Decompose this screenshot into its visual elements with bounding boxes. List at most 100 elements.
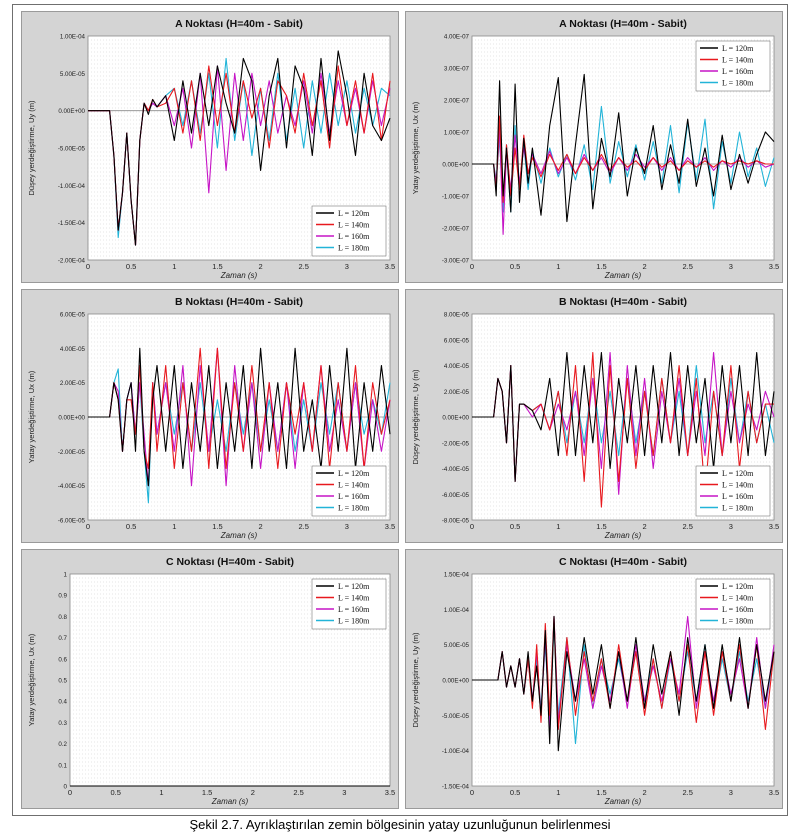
x-tick-label: 1 xyxy=(159,788,163,797)
legend: L = 120m L = 140m L = 160m L = 180m xyxy=(311,578,387,630)
legend-label: L = 160m xyxy=(722,67,754,76)
y-axis-label: Düşey yerdeğiştirme, Uy (m) xyxy=(27,100,36,196)
chart-panel-b-vertical: B Noktası (H=40m - Sabit) 8.00E-05 6.00E-0… xyxy=(405,289,783,543)
x-tick-label: 3.5 xyxy=(769,522,779,531)
legend-label: L = 180m xyxy=(338,504,370,513)
x-tick-label: 0 xyxy=(68,788,72,797)
y-tick-label: 0.00E+00 xyxy=(442,162,469,169)
legend: L = 120m L = 140m L = 160m L = 180m xyxy=(695,465,771,517)
y-tick-label: -2.00E-05 xyxy=(58,449,86,456)
series-line-1 xyxy=(472,73,775,223)
legend-label: L = 180m xyxy=(722,617,754,626)
x-tick-label: 2 xyxy=(642,262,646,271)
grid-lines xyxy=(472,577,774,783)
x-tick-label: 2.5 xyxy=(293,788,303,797)
y-tick-label: 0.8 xyxy=(58,614,67,621)
y-tick-label: -5.00E-05 xyxy=(58,146,86,153)
x-tick-label: 1.5 xyxy=(596,262,606,271)
y-axis-label: Yatay yerdeğiştirme, Ux (m) xyxy=(27,633,36,726)
y-tick-label: 1 xyxy=(64,572,68,579)
x-tick-label: 0.5 xyxy=(126,262,136,271)
chart-svg: B Noktası (H=40m - Sabit) 6.00E-05 4.00E-0… xyxy=(27,296,395,540)
x-axis-label: Zaman (s) xyxy=(604,271,642,280)
x-axis-label: Zaman (s) xyxy=(604,531,642,540)
chart-title: A Noktası (H=40m - Sabit) xyxy=(559,18,687,30)
x-tick-label: 1.5 xyxy=(202,788,212,797)
x-tick-label: 3 xyxy=(342,788,346,797)
chart-svg: B Noktası (H=40m - Sabit) 8.00E-05 6.00E-0… xyxy=(411,296,779,540)
legend-label: L = 180m xyxy=(338,244,370,253)
legend-label: L = 140m xyxy=(338,481,370,490)
y-tick-label: 0.00E+00 xyxy=(442,415,469,422)
x-tick-label: 0.5 xyxy=(510,788,520,797)
y-tick-label: -5.00E-05 xyxy=(442,713,470,720)
y-tick-label: -2.00E-07 xyxy=(442,226,470,233)
y-tick-label: 6.00E-05 xyxy=(444,337,470,344)
figure-frame: A Noktası (H=40m - Sabit) 1.00E-04 5.00E-0… xyxy=(12,4,788,816)
y-tick-label: 0.2 xyxy=(58,741,67,748)
series-line-1 xyxy=(88,347,391,487)
x-tick-label: 1 xyxy=(556,522,560,531)
x-tick-label: 2 xyxy=(251,788,255,797)
x-tick-label: 3.5 xyxy=(769,788,779,797)
x-tick-label: 0 xyxy=(86,262,90,271)
x-tick-label: 0.5 xyxy=(126,522,136,531)
y-tick-label: -2.00E-04 xyxy=(58,258,86,265)
figure-caption: Şekil 2.7. Ayrıklaştırılan zemin bölgesi… xyxy=(189,817,611,832)
x-tick-label: 3.5 xyxy=(385,262,395,271)
y-tick-label: 4.00E-05 xyxy=(444,363,470,370)
y-tick-label: -1.00E-07 xyxy=(442,194,470,201)
y-tick-label: 0 xyxy=(64,784,68,791)
chart-panel-a-vertical: A Noktası (H=40m - Sabit) 1.00E-04 5.00E-0… xyxy=(21,11,399,283)
y-axis-label: Düşey yerdeğiştirme, Uy (m) xyxy=(411,632,420,728)
legend-label: L = 140m xyxy=(722,594,754,603)
series-line-1 xyxy=(472,615,775,752)
series-line-1 xyxy=(472,352,775,482)
y-axis-label: Düşey yerdeğiştirme, Uy (m) xyxy=(411,369,420,465)
y-tick-label: 0.6 xyxy=(58,656,67,663)
y-tick-label: 0.00E+00 xyxy=(58,108,85,115)
x-tick-label: 1.5 xyxy=(212,522,222,531)
y-tick-label: 0.5 xyxy=(58,678,67,685)
x-tick-label: 3 xyxy=(345,522,349,531)
y-tick-label: 6.00E-05 xyxy=(60,312,86,319)
y-axis-label: Yatay yerdeğiştirme, Ux (m) xyxy=(411,101,420,194)
y-tick-label: 3.00E-07 xyxy=(444,66,470,73)
x-tick-label: 2.5 xyxy=(682,788,692,797)
chart-title: B Noktası (H=40m - Sabit) xyxy=(559,296,687,308)
grid-lines xyxy=(70,577,390,783)
legend-label: L = 120m xyxy=(338,469,370,478)
y-axis-label: Yatay yerdeğiştirme, Ux (m) xyxy=(27,370,36,463)
chart-title: C Noktası (H=40m - Sabit) xyxy=(559,556,687,568)
legend-label: L = 160m xyxy=(338,605,370,614)
y-tick-label: 1.00E-04 xyxy=(60,34,86,41)
y-tick-label: 5.00E-05 xyxy=(444,642,470,649)
chart-panel-a-horizontal: A Noktası (H=40m - Sabit) 4.00E-07 3.00E-0… xyxy=(405,11,783,283)
y-tick-label: 1.50E-04 xyxy=(444,572,470,579)
legend-label: L = 120m xyxy=(338,582,370,591)
chart-title: A Noktası (H=40m - Sabit) xyxy=(175,18,303,30)
y-tick-label: -1.50E-04 xyxy=(58,220,86,227)
legend: L = 120m L = 140m L = 160m L = 180m xyxy=(695,40,771,92)
x-tick-label: 0.5 xyxy=(510,262,520,271)
chart-svg: C Noktası (H=40m - Sabit) 1 0.9 0.8 0.7 0.6 0.… xyxy=(27,556,395,806)
y-tick-label: 2.00E-05 xyxy=(60,380,86,387)
y-tick-label: 1.00E-07 xyxy=(444,130,470,137)
series-lines xyxy=(88,347,391,504)
y-tick-label: 4.00E-05 xyxy=(60,346,86,353)
x-tick-label: 3 xyxy=(729,788,733,797)
chart-svg: A Noktası (H=40m - Sabit) 4.00E-07 3.00E-0… xyxy=(411,18,779,280)
chart-panel-b-horizontal: B Noktası (H=40m - Sabit) 6.00E-05 4.00E-0… xyxy=(21,289,399,543)
x-tick-label: 0.5 xyxy=(110,788,120,797)
series-lines xyxy=(472,615,775,752)
y-tick-label: -6.00E-05 xyxy=(58,518,86,525)
y-tick-label: 0.7 xyxy=(58,635,67,642)
legend-label: L = 140m xyxy=(722,481,754,490)
y-tick-label: -4.00E-05 xyxy=(442,466,470,473)
y-tick-label: 0.9 xyxy=(58,593,67,600)
legend-label: L = 180m xyxy=(722,504,754,513)
legend-label: L = 120m xyxy=(722,44,754,53)
x-tick-label: 3 xyxy=(729,522,733,531)
x-tick-label: 1 xyxy=(556,788,560,797)
y-tick-label: 0.1 xyxy=(58,762,67,769)
